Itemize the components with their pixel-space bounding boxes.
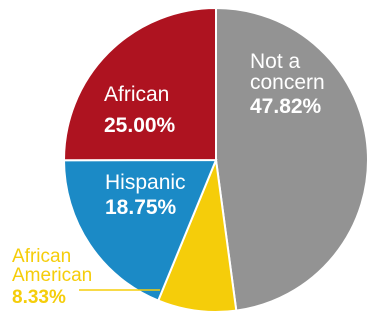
slice-value: 18.75% — [105, 196, 177, 219]
pie-slice-not-a-concern — [215, 6, 369, 312]
pie-slice-hispanic — [62, 158, 218, 302]
slice-value: 8.33% — [12, 287, 66, 308]
slice-value: 47.82% — [250, 95, 322, 118]
slice-label-line: Not a — [250, 50, 301, 73]
slice-label-line: African — [12, 246, 71, 267]
pie-slices — [62, 6, 369, 313]
slice-label-hispanic: Hispanic 18.75% — [105, 171, 186, 219]
slice-label-african-american: African American 8.33% — [12, 246, 92, 308]
slice-value: 25.00% — [104, 114, 176, 137]
slice-label-line: Hispanic — [105, 171, 186, 194]
pie-labels: Not a concern 47.82%African American 8.33%Hi… — [12, 50, 325, 308]
slice-label-african: African 25.00% — [104, 83, 176, 137]
slice-label-not-a-concern: Not a concern 47.82% — [250, 50, 325, 118]
slice-label-line: African — [104, 83, 169, 106]
slice-label-line: concern — [250, 71, 325, 94]
pie-slice-african — [63, 6, 217, 162]
slice-label-line: American — [12, 265, 92, 286]
